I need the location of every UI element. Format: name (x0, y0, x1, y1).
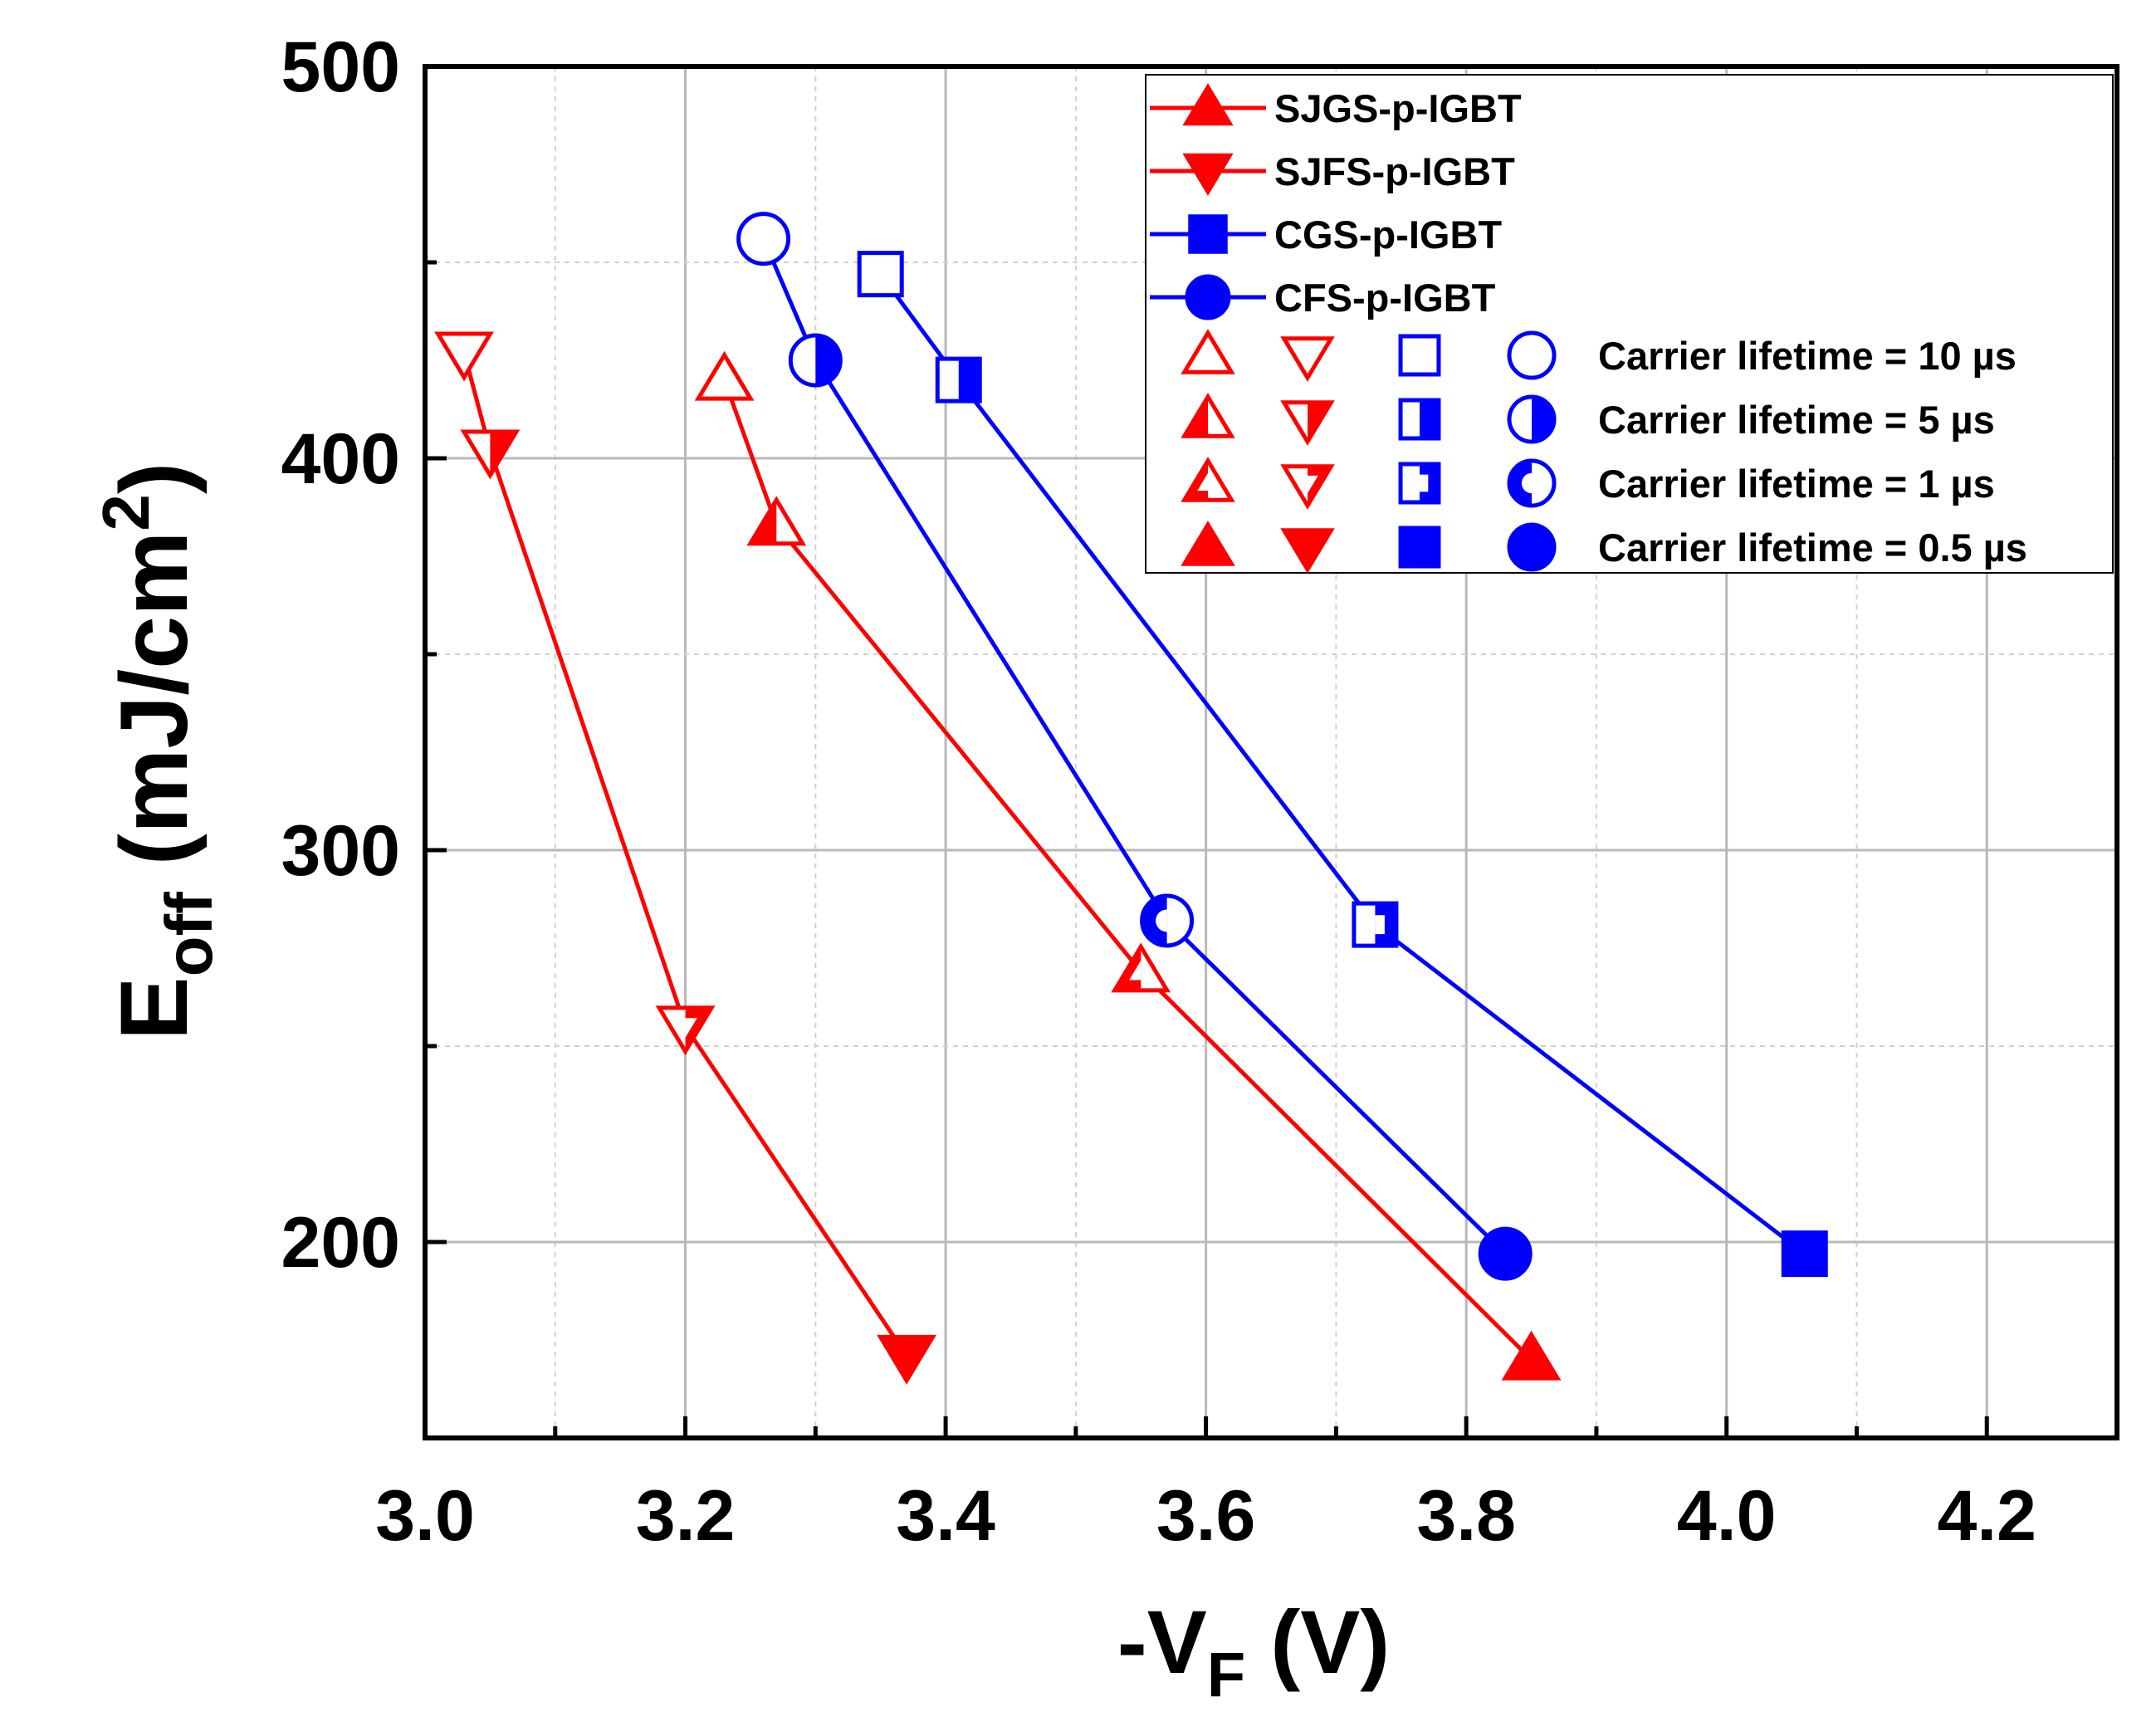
y-axis-title-suffix: ) (101, 462, 208, 494)
legend-lifetime-entries: Carrier lifetime = 10 µs Carrier lifetime… (1181, 329, 2027, 574)
series-line-cgs-p-igbt (878, 272, 1806, 1256)
legend-label-cfs-p-igbt: CFS-p-IGBT (1274, 276, 1496, 320)
axis-ticks (423, 64, 2119, 1440)
series-line-cfs-p-igbt (761, 237, 1507, 1255)
legend-lifetime-marker (1181, 457, 1235, 502)
legend-marker-sjfs-p-igbt (1182, 153, 1234, 196)
series-line-sjgs-p-igbt (722, 379, 1533, 1362)
x-tick-labels: 3.0 3.2 3.4 3.6 3.8 4.0 4.2 (375, 1476, 2036, 1556)
legend-lifetime-marker (1280, 400, 1335, 446)
legend-lifetime-marker (1507, 522, 1557, 572)
data-point-sjfs-p-igbt (655, 1005, 716, 1056)
x-tick-label: 3.0 (375, 1476, 475, 1556)
x-tick-label: 3.4 (896, 1476, 995, 1556)
y-tick-label: 200 (281, 1203, 401, 1283)
x-axis-title-suffix: (V) (1245, 1592, 1390, 1692)
x-tick-label: 4.2 (1937, 1476, 2036, 1556)
y-tick-label: 500 (281, 27, 401, 107)
data-point-sjgs-p-igbt (746, 496, 807, 546)
plot-frame (423, 64, 2119, 1440)
data-point-sjfs-p-igbt (877, 1334, 936, 1385)
data-point-cfs-p-igbt (788, 333, 843, 388)
data-point-cgs-p-igbt (1352, 901, 1399, 948)
legend-lifetime-marker (1507, 330, 1557, 380)
legend-lifetime-label: Carrier lifetime = 1 µs (1598, 462, 1995, 506)
legend-lifetime-marker (1398, 526, 1441, 569)
x-axis-title-prefix: -V (1117, 1592, 1207, 1692)
series-markers (434, 212, 1828, 1385)
legend-lifetime-marker (1507, 458, 1557, 508)
legend-lifetime-marker (1181, 521, 1235, 566)
y-axis-title-sup: 2 (89, 494, 163, 531)
y-tick-labels: 200 300 400 500 (281, 27, 401, 1283)
y-tick-label: 300 (281, 811, 401, 891)
x-tick-label: 3.6 (1156, 1476, 1256, 1556)
x-tick-label: 3.8 (1416, 1476, 1516, 1556)
data-point-sjfs-p-igbt (460, 429, 521, 480)
y-tick-label: 400 (281, 419, 401, 499)
y-axis-title: Eoff (mJ/cm2) (89, 462, 226, 1040)
series-line-sjfs-p-igbt (462, 351, 909, 1357)
legend-series-entries: SJGS-p-IGBT SJFS-p-IGBT CGS-p-IGBT CFS-p-IG… (1150, 83, 1522, 320)
y-axis-title-prefix: E (101, 976, 208, 1040)
legend: SJGS-p-IGBT SJFS-p-IGBT CGS-p-IGBT CFS-p-IG… (1145, 74, 2114, 574)
x-axis-title-sub: F (1207, 1640, 1245, 1710)
data-point-sjgs-p-igbt (1501, 1330, 1562, 1381)
legend-marker-cgs-p-igbt (1188, 214, 1228, 254)
x-tick-label: 3.2 (636, 1476, 736, 1556)
y-axis-title-sub: off (152, 892, 226, 977)
legend-lifetime-marker (1398, 462, 1441, 505)
data-point-sjfs-p-igbt (434, 331, 494, 382)
legend-marker-sjgs-p-igbt (1182, 83, 1234, 126)
legend-lifetime-marker (1398, 398, 1441, 441)
data-point-cgs-p-igbt (935, 356, 982, 403)
data-point-cgs-p-igbt (857, 251, 904, 298)
legend-lifetime-marker (1398, 334, 1441, 377)
legend-lifetime-marker (1507, 394, 1557, 444)
legend-lifetime-marker (1181, 329, 1235, 374)
x-tick-label: 4.0 (1677, 1476, 1777, 1556)
legend-lifetime-marker (1181, 393, 1235, 438)
x-axis-title: -VF (V) (1117, 1592, 1390, 1710)
data-point-sjgs-p-igbt (1111, 942, 1171, 993)
legend-lifetime-marker (1280, 464, 1335, 510)
y-axis-title-mid: (mJ/cm (101, 531, 208, 892)
legend-lifetime-label: Carrier lifetime = 0.5 µs (1598, 526, 2027, 570)
legend-lifetime-marker (1280, 336, 1335, 382)
legend-lifetime-label: Carrier lifetime = 10 µs (1598, 334, 2017, 378)
data-point-cfs-p-igbt (1478, 1226, 1533, 1281)
legend-label-sjfs-p-igbt: SJFS-p-IGBT (1274, 149, 1515, 193)
series-lines (462, 237, 1806, 1362)
data-point-cfs-p-igbt (736, 212, 791, 267)
data-point-sjgs-p-igbt (694, 350, 755, 401)
legend-label-cgs-p-igbt: CGS-p-IGBT (1274, 213, 1502, 257)
data-point-cgs-p-igbt (1781, 1230, 1828, 1278)
data-point-cfs-p-igbt (1140, 893, 1195, 948)
legend-lifetime-marker (1280, 528, 1335, 574)
legend-marker-cfs-p-igbt (1185, 274, 1231, 320)
legend-lifetime-label: Carrier lifetime = 5 µs (1598, 398, 1995, 442)
legend-label-sjgs-p-igbt: SJGS-p-IGBT (1274, 86, 1522, 130)
